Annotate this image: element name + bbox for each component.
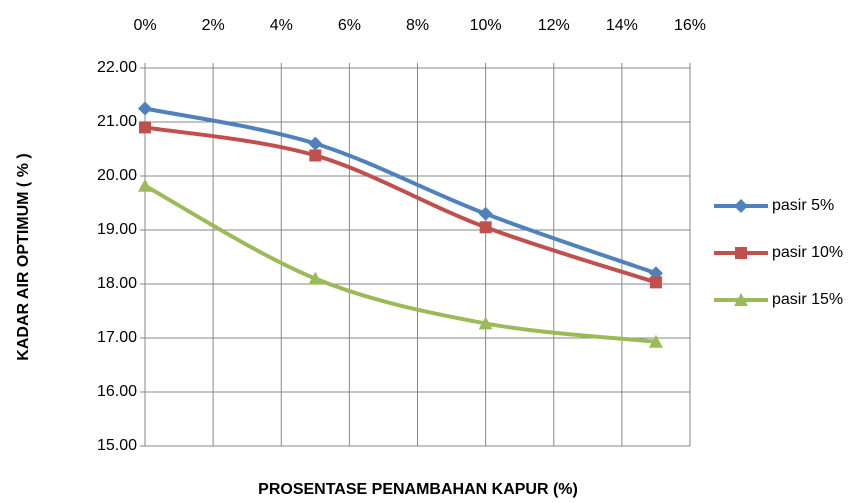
- data-point: [308, 271, 323, 285]
- series-line: [144, 125, 657, 285]
- legend-label: pasir 5%: [772, 197, 834, 214]
- x-tick-label: 16%: [674, 17, 706, 34]
- y-tick-label: 18.00: [97, 275, 137, 292]
- data-point: [309, 149, 322, 162]
- legend-label: pasir 10%: [772, 244, 843, 261]
- x-tick-label: 6%: [338, 17, 361, 34]
- x-tick-label: 12%: [538, 17, 570, 34]
- legend-label: pasir 15%: [772, 291, 843, 308]
- data-point: [138, 101, 152, 116]
- data-point: [648, 334, 663, 348]
- x-axis-title: PROSENTASE PENAMBAHAN KAPUR (%): [258, 481, 578, 498]
- data-point: [479, 221, 492, 234]
- legend-marker: [734, 293, 748, 306]
- x-tick-label: 10%: [470, 17, 502, 34]
- y-tick-label: 20.00: [97, 167, 137, 184]
- x-tick-label: 2%: [202, 17, 225, 34]
- x-tick-label: 8%: [406, 17, 429, 34]
- x-tick-label: 4%: [270, 17, 293, 34]
- series-line: [144, 106, 657, 276]
- y-tick-label: 17.00: [97, 329, 137, 346]
- y-tick-label: 22.00: [97, 59, 137, 76]
- y-tick-label: 16.00: [97, 383, 137, 400]
- data-point: [138, 178, 152, 192]
- y-tick-label: 19.00: [97, 221, 137, 238]
- data-point: [478, 206, 493, 221]
- y-tick-label: 21.00: [97, 113, 137, 130]
- y-tick-label: 15.00: [97, 437, 137, 454]
- legend-marker: [734, 199, 748, 213]
- x-tick-label: 0%: [133, 17, 156, 34]
- legend-marker: [735, 247, 747, 259]
- data-point: [478, 316, 493, 330]
- y-axis-title: KADAR AIR OPTIMUM ( % ): [15, 153, 32, 360]
- data-point: [649, 276, 662, 289]
- x-tick-label: 14%: [606, 17, 638, 34]
- data-point: [139, 121, 151, 134]
- data-point: [308, 136, 323, 151]
- series-line: [144, 183, 657, 344]
